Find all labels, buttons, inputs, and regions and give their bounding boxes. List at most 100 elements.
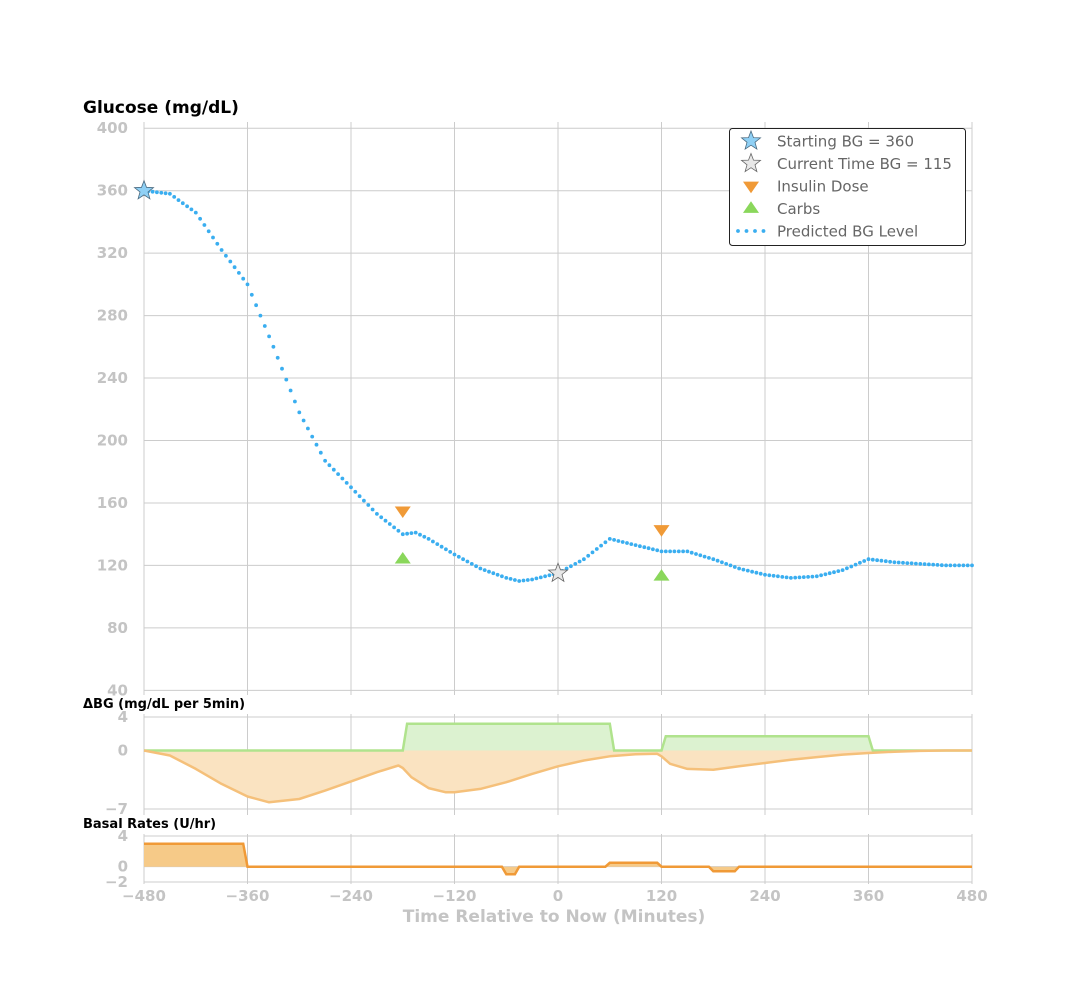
predicted-bg-point: [314, 442, 319, 447]
glucose-ytick-label: 120: [97, 556, 128, 574]
predicted-bg-point: [750, 569, 754, 574]
predicted-bg-point: [301, 418, 306, 423]
predicted-bg-point: [724, 562, 729, 566]
predicted-bg-point: [715, 558, 720, 563]
predicted-bg-point: [845, 566, 849, 571]
predicted-bg-point: [858, 560, 862, 565]
basal-xtick-label: 240: [749, 887, 780, 905]
legend-starting-bg-swatch: [740, 129, 762, 151]
legend-current-bg-swatch: [740, 152, 762, 173]
predicted-bg-point: [206, 229, 211, 234]
legend-label-carbs: Carbs: [777, 200, 820, 218]
predicted-bg-point: [323, 458, 327, 463]
predicted-bg-point: [931, 562, 936, 567]
legend-label-current: Current Time BG = 115: [777, 155, 952, 173]
predicted-bg-point: [633, 543, 638, 547]
predicted-bg-point: [676, 549, 681, 554]
legend-label-predicted: Predicted BG Level: [777, 223, 918, 241]
predicted-bg-point: [758, 571, 763, 576]
glucose-ytick-label: 40: [107, 681, 128, 699]
predicted-bg-point: [961, 563, 966, 568]
predicted-bg-point: [517, 579, 522, 583]
basal-ytick-label: 4: [118, 827, 128, 845]
predicted-bg-point: [241, 276, 246, 281]
predicted-bg-point: [685, 549, 690, 554]
predicted-bg-point: [616, 539, 621, 543]
predicted-bg-point: [262, 324, 267, 328]
predicted-bg-point: [219, 248, 224, 252]
predicted-bg-point: [577, 559, 582, 564]
predicted-bg-point: [789, 576, 793, 580]
predicted-bg-point: [909, 561, 914, 566]
predicted-bg-point: [344, 481, 349, 485]
predicted-bg-point: [767, 573, 772, 578]
predicted-bg-point: [525, 578, 530, 582]
x-axis-label: Time Relative to Now (Minutes): [403, 907, 706, 927]
legend-carbs-swatch: [743, 201, 759, 213]
predicted-bg-point: [638, 544, 642, 549]
predicted-bg-point: [819, 573, 823, 578]
predicted-bg-point: [461, 557, 465, 562]
predicted-bg-point: [646, 546, 651, 551]
delta-bg-panel-title: ΔBG (mg/dL per 5min): [83, 697, 245, 712]
basal-xtick-label: 360: [853, 887, 884, 905]
predicted-bg-point: [193, 210, 198, 215]
delta-bg-ytick-label: −7: [105, 800, 128, 818]
predicted-bg-point: [569, 564, 573, 569]
predicted-bg-point: [594, 547, 599, 551]
predicted-bg-point: [396, 528, 401, 533]
predicted-bg-point: [370, 507, 375, 512]
predicted-bg-point: [327, 463, 332, 468]
predicted-bg-point: [478, 566, 483, 571]
predicted-bg-point: [495, 572, 500, 577]
predicted-bg-point: [444, 547, 448, 552]
predicted-bg-point: [538, 575, 543, 580]
predicted-bg-point: [456, 554, 461, 559]
predicted-bg-point: [603, 540, 608, 545]
predicted-bg-point: [469, 562, 474, 566]
predicted-bg-point: [728, 563, 733, 568]
predicted-bg-point: [513, 578, 517, 582]
predicted-bg-point: [249, 292, 254, 297]
predicted-bg-point: [491, 571, 496, 576]
glucose-ytick-label: 200: [97, 432, 128, 450]
glucose-ytick-label: 160: [97, 494, 128, 512]
predicted-bg-point: [400, 532, 405, 537]
predicted-bg-point: [896, 560, 901, 565]
predicted-bg-point: [155, 190, 159, 195]
predicted-bg-point: [866, 557, 871, 562]
predicted-bg-point: [629, 542, 634, 546]
predicted-bg-point: [349, 485, 353, 490]
legend-predicted-swatch-dot: [744, 229, 749, 233]
predicted-bg-point: [422, 534, 427, 539]
basal-ytick-label: −2: [105, 873, 128, 891]
predicted-bg-point: [176, 198, 181, 203]
predicted-bg-point: [663, 549, 668, 554]
legend-predicted-swatch-dot: [736, 229, 740, 233]
basal-xtick-label: −360: [226, 887, 270, 905]
predicted-bg-point: [375, 512, 379, 516]
predicted-bg-point: [172, 195, 177, 199]
predicted-bg-point: [284, 377, 289, 382]
predicted-bg-point: [668, 549, 672, 554]
predicted-bg-point: [698, 553, 703, 558]
predicted-bg-point: [892, 560, 897, 565]
predicted-bg-point: [689, 550, 694, 555]
predicted-bg-point: [590, 550, 595, 555]
predicted-bg-point: [918, 562, 923, 566]
predicted-bg-point: [607, 537, 612, 541]
predicted-bg-point: [707, 556, 711, 560]
predicted-bg-point: [806, 575, 810, 579]
predicted-bg-point: [267, 334, 271, 339]
predicted-bg-point: [418, 532, 422, 537]
predicted-bg-point: [642, 545, 647, 550]
predicted-bg-point: [651, 547, 655, 552]
predicted-bg-point: [448, 550, 453, 554]
predicted-bg-point: [543, 574, 547, 579]
carbs-marker: [394, 551, 411, 564]
basal-xtick-label: 0: [553, 887, 563, 905]
predicted-bg-point: [254, 303, 258, 308]
predicted-bg-point: [366, 503, 371, 507]
predicted-bg-point: [694, 552, 698, 556]
